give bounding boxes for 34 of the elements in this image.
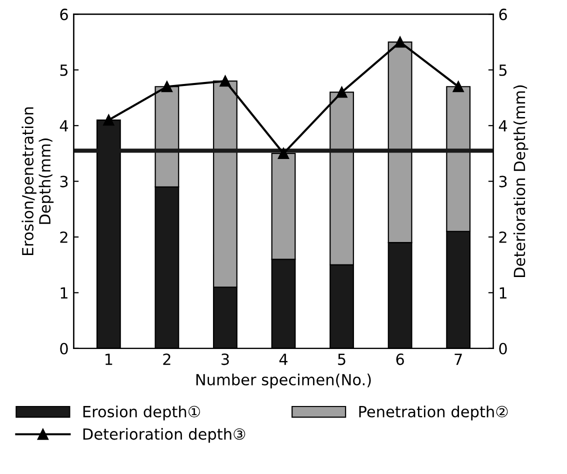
y2-tick-label: 6	[499, 8, 507, 20]
x-tick-label: 1	[105, 354, 112, 365]
y2-tick-label: 1	[500, 287, 506, 298]
x-tick-label: 2	[163, 354, 170, 365]
point	[220, 76, 231, 87]
legend-label: Erosion depth①	[83, 406, 200, 420]
y2-axis-title: Deterioration Depth(mm)	[513, 85, 528, 278]
y-tick-label: 4	[60, 120, 68, 132]
y2-tick-label: 0	[499, 342, 507, 354]
point	[336, 86, 348, 98]
y-tick-label: 0	[60, 342, 68, 354]
legend-label: Deterioration depth③	[83, 428, 246, 443]
y2-tick-label: 4	[498, 120, 508, 132]
x-axis-title: Number specimen(No.)	[196, 374, 371, 388]
y-axis-title: Erosion/penetration Depth(mm)	[22, 107, 54, 256]
y-tick-label: 6	[60, 8, 68, 20]
y-tick-label: 5	[60, 64, 68, 76]
x-tick-label: 3	[222, 354, 229, 366]
point	[161, 81, 173, 92]
x-tick-label: 4	[279, 354, 288, 365]
y2-tick-label: 3	[499, 176, 507, 188]
y2-tick-label: 5	[499, 64, 507, 76]
point	[394, 36, 406, 48]
y-tick-label: 1	[60, 287, 68, 298]
legend-label: Penetration depth②	[359, 406, 508, 420]
point	[103, 114, 114, 126]
x-tick-label: 5	[338, 354, 346, 366]
x-tick-label: 6	[396, 354, 404, 366]
y2-tick-label: 2	[499, 231, 506, 243]
point	[452, 81, 464, 92]
point	[278, 148, 290, 160]
y-tick-label: 2	[60, 231, 68, 243]
x-tick-label: 7	[454, 354, 462, 365]
y-tick-label: 3	[60, 176, 68, 188]
